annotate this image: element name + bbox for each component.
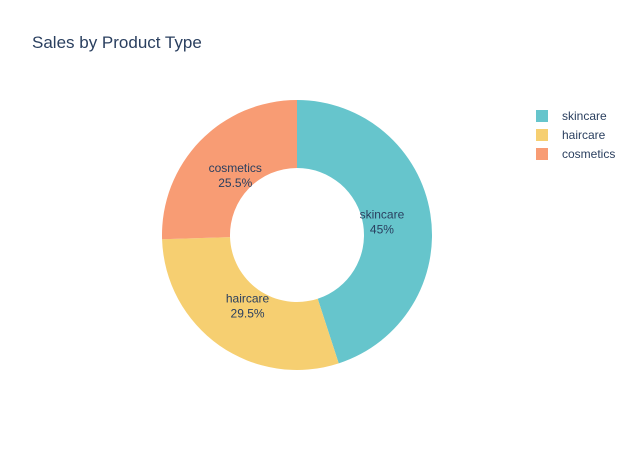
legend-item-cosmetics[interactable]: cosmetics (536, 144, 615, 163)
slice-label-skincare: skincare 45% (360, 208, 405, 237)
donut-slice-labels: skincare 45% haircare 29.5% cosmetics 25.5% (209, 161, 405, 320)
slice-skincare[interactable] (297, 100, 432, 364)
slice-haircare[interactable] (162, 237, 339, 370)
slice-label-cosmetics: cosmetics 25.5% (209, 161, 262, 190)
legend: skincare haircare cosmetics (536, 106, 615, 163)
chart-title: Sales by Product Type (32, 33, 202, 52)
slice-cosmetics[interactable] (162, 100, 297, 240)
legend-item-haircare[interactable]: haircare (536, 125, 615, 144)
legend-swatch-skincare (536, 109, 548, 122)
slice-label-haircare: haircare 29.5% (226, 291, 270, 320)
legend-label-cosmetics: cosmetics (562, 146, 616, 161)
legend-swatch-cosmetics (536, 147, 548, 160)
donut-slices (162, 100, 432, 370)
legend-label-haircare: haircare (562, 127, 606, 142)
legend-swatch-haircare (536, 128, 548, 141)
legend-label-skincare: skincare (562, 108, 607, 123)
legend-item-skincare[interactable]: skincare (536, 106, 615, 125)
